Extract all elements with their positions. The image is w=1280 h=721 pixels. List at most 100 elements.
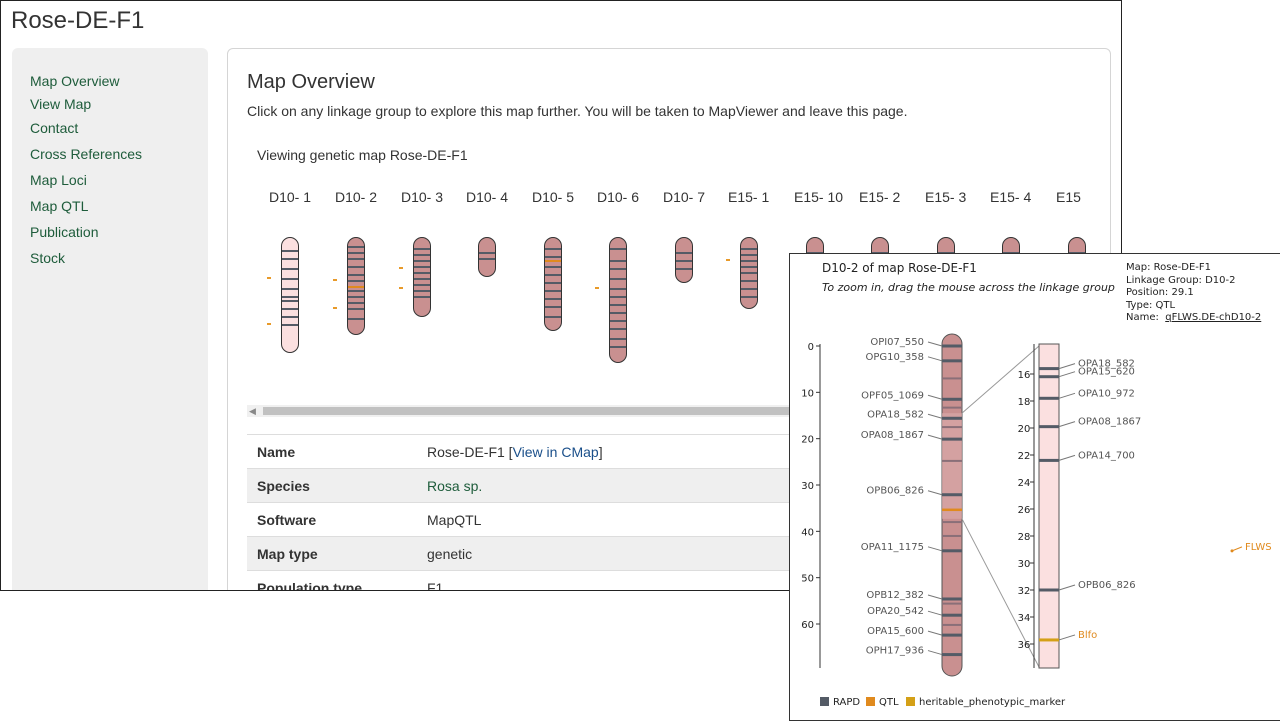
marker-label[interactable]: OPB06_826: [866, 486, 924, 497]
linkage-group-label[interactable]: D10- 5: [532, 189, 575, 205]
marker-band: [282, 288, 298, 290]
linkage-group-label[interactable]: E15- 10: [794, 189, 844, 205]
marker-band: [414, 272, 430, 274]
marker-label[interactable]: OPA08_1867: [1078, 417, 1141, 428]
marker-band: [1039, 588, 1059, 592]
linkage-group-chromosome[interactable]: [740, 237, 758, 309]
linkage-group-chromosome[interactable]: [544, 237, 562, 331]
marker-leader-line: [927, 434, 943, 440]
linkage-group-label[interactable]: D10- 2: [335, 189, 378, 205]
sidebar-item-cross-references[interactable]: Cross References: [30, 146, 143, 162]
linkage-group-chromosome[interactable]: [609, 237, 627, 363]
legend-item-rapd: RAPD: [820, 697, 860, 708]
marker-label[interactable]: OPB12_382: [866, 590, 924, 601]
marker-band: [348, 280, 364, 282]
linkage-group-viewer[interactable]: 0 10 20 30 40 50 60 OPI07_550 OPG10_358 OPF05_106…: [790, 254, 1280, 720]
marker-leader-line: [927, 413, 943, 419]
linkage-group-chromosome[interactable]: [478, 237, 496, 277]
marker-label[interactable]: OPA14_700: [1078, 450, 1135, 461]
scroll-left-arrow-icon[interactable]: ◀: [249, 406, 256, 416]
marker-label[interactable]: OPA18_582: [1078, 359, 1135, 370]
viewing-map-label: Viewing genetic map Rose-DE-F1: [257, 147, 468, 163]
marker-band: [942, 549, 962, 553]
right-axis-tick-label: 24: [1018, 478, 1031, 489]
marker-band: [1039, 425, 1059, 429]
sidebar-item-publication[interactable]: Publication: [30, 224, 99, 240]
qtl-tick[interactable]: [333, 307, 337, 309]
linkage-group-label[interactable]: E15- 3: [925, 189, 967, 205]
row-value: F1: [427, 579, 444, 591]
marker-label[interactable]: OPA11_1175: [861, 542, 924, 553]
panel-title: Map Overview: [247, 71, 375, 93]
row-key: Software: [257, 511, 317, 528]
marker-label[interactable]: OPA15_620: [1078, 367, 1135, 378]
marker-label[interactable]: Blfo: [1078, 630, 1097, 641]
marker-band: [348, 308, 364, 310]
marker-band: [545, 306, 561, 308]
marker-label[interactable]: OPA18_582: [867, 409, 924, 420]
marker-label[interactable]: OPH17_936: [866, 646, 924, 657]
linkage-group-label[interactable]: E15: [1056, 189, 1081, 205]
info-name-link[interactable]: qFLWS.DE-chD10-2: [1165, 312, 1262, 323]
sidebar-item-map-overview[interactable]: Map Overview: [30, 73, 120, 89]
qtl-tick[interactable]: [333, 279, 337, 281]
marker-band: [545, 256, 561, 258]
qtl-tick[interactable]: [399, 287, 403, 289]
linkage-group-label[interactable]: D10- 4: [466, 189, 509, 205]
sidebar-item-map-qtl[interactable]: Map QTL: [30, 198, 89, 214]
qtl-tick[interactable]: [267, 323, 271, 325]
marker-label[interactable]: OPG10_358: [866, 352, 924, 363]
marker-band: [545, 248, 561, 250]
linkage-group-chromosome[interactable]: [675, 237, 693, 283]
marker-leader-line: [1058, 454, 1076, 461]
linkage-group-chromosome[interactable]: [347, 237, 365, 335]
marker-band: [348, 274, 364, 276]
linkage-group-label[interactable]: E15- 4: [990, 189, 1032, 205]
marker-label[interactable]: OPA20_542: [867, 606, 924, 617]
selected-region[interactable]: [942, 413, 962, 519]
linkage-group-chromosome[interactable]: [281, 237, 299, 353]
species-link[interactable]: Rosa sp.: [427, 477, 483, 494]
linkage-group-label[interactable]: D10- 3: [401, 189, 444, 205]
marker-leader-line: [927, 594, 943, 600]
table-row: Software MapQTL: [247, 502, 1109, 537]
zoomed-chromosome[interactable]: [1038, 343, 1060, 669]
marker-band: [479, 252, 495, 254]
marker-label[interactable]: OPA15_600: [867, 626, 924, 637]
marker-band: [942, 406, 962, 409]
scrollbar-thumb[interactable]: [263, 407, 823, 415]
marker-band: [942, 633, 962, 637]
linkage-group-chromosome[interactable]: [413, 237, 431, 317]
legend-label: heritable_phenotypic_marker: [919, 697, 1066, 708]
linkage-group-label[interactable]: E15- 1: [728, 189, 770, 205]
qtl-tick[interactable]: [595, 287, 599, 289]
sidebar-item-view-map[interactable]: View Map: [30, 96, 92, 112]
marker-band: [741, 280, 757, 282]
qtl-tick[interactable]: [399, 267, 403, 269]
qtl-tick[interactable]: [726, 259, 730, 261]
sidebar: Map Overview View Map Contact Cross Refe…: [12, 48, 208, 590]
linkage-group-label[interactable]: D10- 7: [663, 189, 706, 205]
marker-label[interactable]: OPI07_550: [870, 337, 924, 348]
view-in-cmap-link[interactable]: View in CMap: [512, 443, 599, 460]
marker-label[interactable]: OPF05_1069: [861, 390, 924, 401]
marker-band: [545, 274, 561, 276]
sidebar-item-map-loci[interactable]: Map Loci: [30, 172, 87, 188]
marker-band: [282, 296, 298, 298]
marker-label[interactable]: OPA08_1867: [861, 430, 924, 441]
linkage-group-label[interactable]: D10- 1: [269, 189, 312, 205]
marker-band: [282, 278, 298, 280]
sidebar-item-contact[interactable]: Contact: [30, 120, 79, 136]
marker-label[interactable]: OPA10_972: [1078, 388, 1135, 399]
qtl-band[interactable]: [942, 508, 962, 512]
sidebar-item-stock[interactable]: Stock: [30, 250, 66, 266]
right-axis-tick-label: 34: [1018, 613, 1031, 624]
qtl-tick[interactable]: [267, 277, 271, 279]
marker-band: [414, 284, 430, 286]
marker-band: [610, 304, 626, 306]
marker-band: [942, 534, 962, 537]
qtl-label[interactable]: FLWS: [1245, 542, 1272, 553]
linkage-group-label[interactable]: E15- 2: [859, 189, 901, 205]
linkage-group-label[interactable]: D10- 6: [597, 189, 640, 205]
marker-label[interactable]: OPB06_826: [1078, 580, 1136, 591]
